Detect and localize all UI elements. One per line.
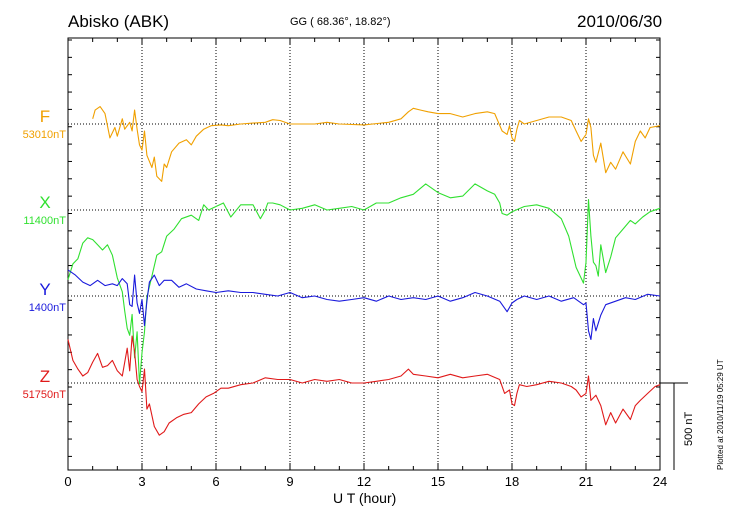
plot-date: 2010/06/30 bbox=[577, 12, 663, 31]
series-line-z bbox=[67, 335, 661, 436]
x-tick-label: 21 bbox=[579, 474, 593, 489]
station-coords: GG ( 68.36°, 18.82°) bbox=[290, 16, 391, 28]
series-line-y bbox=[67, 269, 661, 341]
series-line-f bbox=[92, 106, 661, 182]
station-title: Abisko (ABK) bbox=[68, 12, 170, 31]
scale-bar bbox=[660, 382, 688, 470]
x-tick-label: 15 bbox=[431, 474, 445, 489]
series-line-x bbox=[67, 183, 661, 385]
plotted-timestamp: Plotted at 2010/11/19 05:29 UT bbox=[716, 359, 725, 470]
grid bbox=[68, 38, 660, 470]
x-tick-label: 9 bbox=[286, 474, 293, 489]
series-baseline-x: 11400nT bbox=[23, 215, 66, 227]
series-baseline-f: 53010nT bbox=[22, 129, 66, 141]
x-tick-label: 24 bbox=[653, 474, 667, 489]
axis-ticks bbox=[67, 38, 661, 470]
x-tick-label: 18 bbox=[505, 474, 519, 489]
x-tick-label: 6 bbox=[212, 474, 219, 489]
x-tick-label: 12 bbox=[357, 474, 371, 489]
series-name-x: X bbox=[39, 193, 51, 212]
x-axis-label: U T (hour) bbox=[333, 490, 397, 506]
x-tick-label: 3 bbox=[138, 474, 145, 489]
series-name-y: Y bbox=[39, 280, 51, 299]
series-name-z: Z bbox=[39, 367, 51, 386]
x-tick-labels: 0 3 6 9 12 15 18 21 24 bbox=[64, 474, 667, 489]
series-lines bbox=[67, 106, 661, 436]
scale-bar-label: 500 nT bbox=[683, 411, 695, 446]
x-tick-label: 0 bbox=[64, 474, 71, 489]
series-name-f: F bbox=[39, 107, 51, 126]
series-baseline-y: 1400nT bbox=[28, 302, 66, 314]
series-baseline-z: 51750nT bbox=[22, 389, 66, 401]
